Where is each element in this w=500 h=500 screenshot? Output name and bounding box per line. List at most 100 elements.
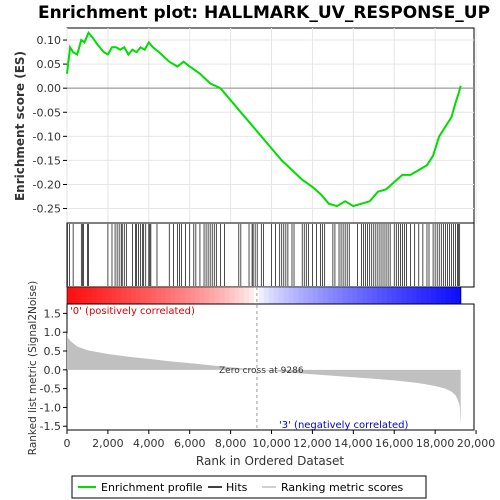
band-segment [135,287,142,304]
band-segment [411,287,418,304]
band-segment [101,287,107,304]
es-ytick-label: -0.20 [33,178,61,191]
rank-ytick-label: 1.0 [44,326,62,339]
x-tick-label: 18,000 [416,437,455,450]
band-segment [219,287,226,304]
band-segment [337,287,344,304]
band-segment [121,287,127,304]
pos-correlated-label: '0' (positively correlated) [70,306,195,317]
band-segment [234,287,240,304]
band-segment [406,287,413,304]
es-ytick-label: 0.05 [37,58,62,71]
es-ytick-label: -0.25 [33,203,61,216]
band-segment [160,287,167,304]
enrichment-profile-line [66,30,462,208]
rank-ytick-label: -1.0 [40,401,61,414]
band-segment [229,287,235,304]
band-segment [362,287,368,304]
band-segment [352,287,358,304]
band-segment [214,287,221,304]
rank-yticks-group: 1.5 1.0 0.5 0.0 -0.5 -1.0 -1.5 [40,307,67,433]
band-segment [450,287,457,304]
band-segment [106,287,112,304]
band-segment [165,287,171,304]
band-segment [150,287,157,304]
band-segment [140,287,147,304]
band-segment [455,287,462,304]
es-ytick-label: -0.05 [33,106,61,119]
x-tick-label: 12,000 [293,437,332,450]
rank-ytick-label: 1.5 [44,307,62,320]
es-ytick-label: -0.10 [33,130,61,143]
legend-hits-label: Hits [226,481,248,494]
band-segment [224,287,231,304]
band-segment [175,287,181,304]
x-ticks-group: 0 2,000 4,000 6,000 8,000 10,000 12,000 14,000 1… [64,430,496,450]
band-segment [317,287,324,304]
band-segment [303,287,309,304]
band-segment [381,287,388,304]
es-ytick-label: -0.15 [33,154,61,167]
band-segment [258,287,265,304]
band-segment [145,287,152,304]
band-segment [445,287,452,304]
hits-panel-frame [66,222,475,288]
band-segment [126,287,132,304]
band-segment [91,287,98,304]
x-tick-label: 2,000 [92,437,124,450]
hits-group [67,224,461,286]
x-tick-label: 8,000 [215,437,247,450]
band-segment [367,287,373,304]
band-segment [313,287,319,304]
band-segment [268,287,275,304]
band-segment [396,287,403,304]
band-segment [327,287,334,304]
band-segment [416,287,422,304]
band-segment [86,287,93,304]
band-segment [199,287,206,304]
band-segment [386,287,393,304]
band-segment [332,287,339,304]
zero-cross-label: Zero cross at 9286 [219,366,304,376]
band-segment [377,287,383,304]
band-segment [278,287,285,304]
band-segment [436,287,442,304]
band-segment [293,287,299,304]
legend-box [71,475,427,499]
band-segment [180,287,186,304]
band-segment [116,287,122,304]
es-grid-group [66,28,477,223]
band-segment [67,287,73,304]
band-segment [244,287,250,304]
band-segment [239,287,245,304]
es-panel-frame [66,27,475,224]
band-segment [431,287,437,304]
neg-correlated-label: '3' (negatively correlated) [279,420,408,431]
x-tick-label: 10,000 [252,437,291,450]
band-segment [342,287,349,304]
rank-ytick-label: -0.5 [40,383,61,396]
band-segment [155,287,162,304]
ranking-metric-area [67,332,461,427]
x-tick-label: 16,000 [375,437,414,450]
band-segment [298,287,304,304]
band-segment [194,287,201,304]
band-segment [273,287,280,304]
es-yticks-group: 0.10 0.05 0.00 -0.05 -0.10 -0.15 -0.20 -0.25 [33,34,67,216]
x-tick-label: 20,000 [457,437,496,450]
rank-ylabel: Ranked list metric (Signal2Noise) [27,281,39,456]
band-segment [111,287,117,304]
chart-title: Enrichment plot: HALLMARK_UV_RESPONSE_UP [38,3,490,23]
band-segment [391,287,398,304]
band-segment [71,287,78,304]
x-tick-label: 0 [64,437,71,450]
band-segment [308,287,314,304]
band-segment [170,287,176,304]
rank-ytick-label: 0.5 [44,345,62,358]
x-tick-label: 4,000 [133,437,165,450]
band-segment [372,287,378,304]
es-ytick-label: 0.00 [37,82,62,95]
band-segment [288,287,294,304]
x-axis-label: Rank in Ordered Dataset [196,454,344,468]
